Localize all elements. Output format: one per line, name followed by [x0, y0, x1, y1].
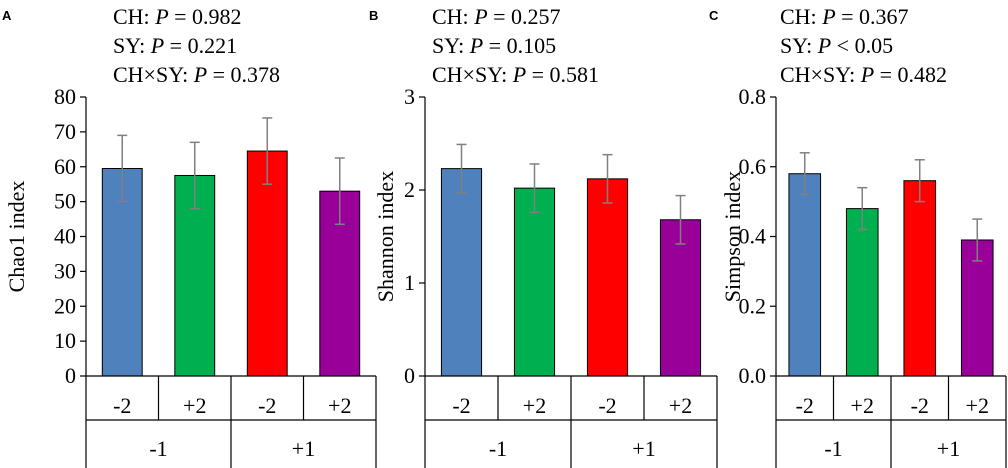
panel-a: A CH: P = 0.982 SY: P = 0.221 CH×SY: P = 0.…: [2, 4, 377, 468]
panel-label: C: [709, 8, 719, 23]
stats-line: SY: P = 0.221: [113, 33, 237, 58]
x-category-label: +2: [669, 393, 692, 418]
y-tick-label: 0.0: [739, 363, 767, 388]
y-axis-label: Chao1 index: [4, 181, 29, 293]
bar: [960, 239, 994, 377]
bar: [845, 208, 879, 377]
bar: [440, 168, 483, 377]
bar: [788, 173, 822, 377]
x-group-label: -1: [149, 436, 167, 461]
stats-line: CH: P = 0.257: [432, 4, 561, 29]
x-group-label: +1: [292, 436, 315, 461]
y-tick-label: 10: [54, 328, 76, 353]
y-axis-label: Shannon index: [373, 171, 398, 302]
stats-line: CH×SY: P = 0.482: [780, 62, 947, 87]
bar: [586, 178, 629, 377]
x-group-label: -1: [489, 436, 507, 461]
panel-b: B CH: P = 0.257 SY: P = 0.105 CH×SY: P = 0.…: [369, 4, 718, 468]
y-tick-label: 2: [404, 177, 415, 202]
x-category-label: +2: [328, 393, 351, 418]
stats-line: CH×SY: P = 0.378: [113, 62, 280, 87]
y-tick-label: 70: [54, 119, 76, 144]
x-group-label: -1: [824, 436, 842, 461]
stats-line: SY: P < 0.05: [780, 33, 893, 58]
x-category-label: +2: [523, 393, 546, 418]
y-tick-label: 0: [404, 363, 415, 388]
y-tick-label: 0: [65, 363, 76, 388]
stats-line: CH×SY: P = 0.581: [432, 62, 599, 87]
y-axis-label: Simpson index: [720, 171, 745, 302]
y-tick-label: 60: [54, 154, 76, 179]
panel-c: C CH: P = 0.367 SY: P < 0.05 CH×SY: P = 0.4…: [709, 4, 1007, 468]
x-category-label: +2: [966, 393, 989, 418]
x-category-label: -2: [452, 393, 470, 418]
x-category-label: -2: [911, 393, 929, 418]
x-category-label: +2: [851, 393, 874, 418]
stats-line: SY: P = 0.105: [432, 33, 556, 58]
x-category-label: +2: [183, 393, 206, 418]
stats-line: CH: P = 0.367: [780, 4, 909, 29]
y-tick-label: 40: [54, 224, 76, 249]
x-category-label: -2: [796, 393, 814, 418]
y-tick-label: 30: [54, 258, 76, 283]
panel-label: A: [2, 8, 12, 23]
x-group-label: +1: [937, 436, 960, 461]
y-tick-label: 0.6: [739, 154, 767, 179]
x-category-label: -2: [598, 393, 616, 418]
y-tick-label: 20: [54, 293, 76, 318]
y-tick-label: 1: [404, 270, 415, 295]
y-tick-label: 0.4: [739, 224, 767, 249]
y-tick-label: 80: [54, 84, 76, 109]
y-tick-label: 0.2: [739, 293, 767, 318]
y-tick-label: 0.8: [739, 84, 767, 109]
y-tick-label: 50: [54, 189, 76, 214]
bar: [513, 187, 556, 377]
x-category-label: -2: [113, 393, 131, 418]
x-group-label: +1: [632, 436, 655, 461]
stats-line: CH: P = 0.982: [113, 4, 242, 29]
y-tick-label: 3: [404, 84, 415, 109]
bar: [903, 180, 937, 377]
x-category-label: -2: [258, 393, 276, 418]
panel-label: B: [369, 8, 378, 23]
